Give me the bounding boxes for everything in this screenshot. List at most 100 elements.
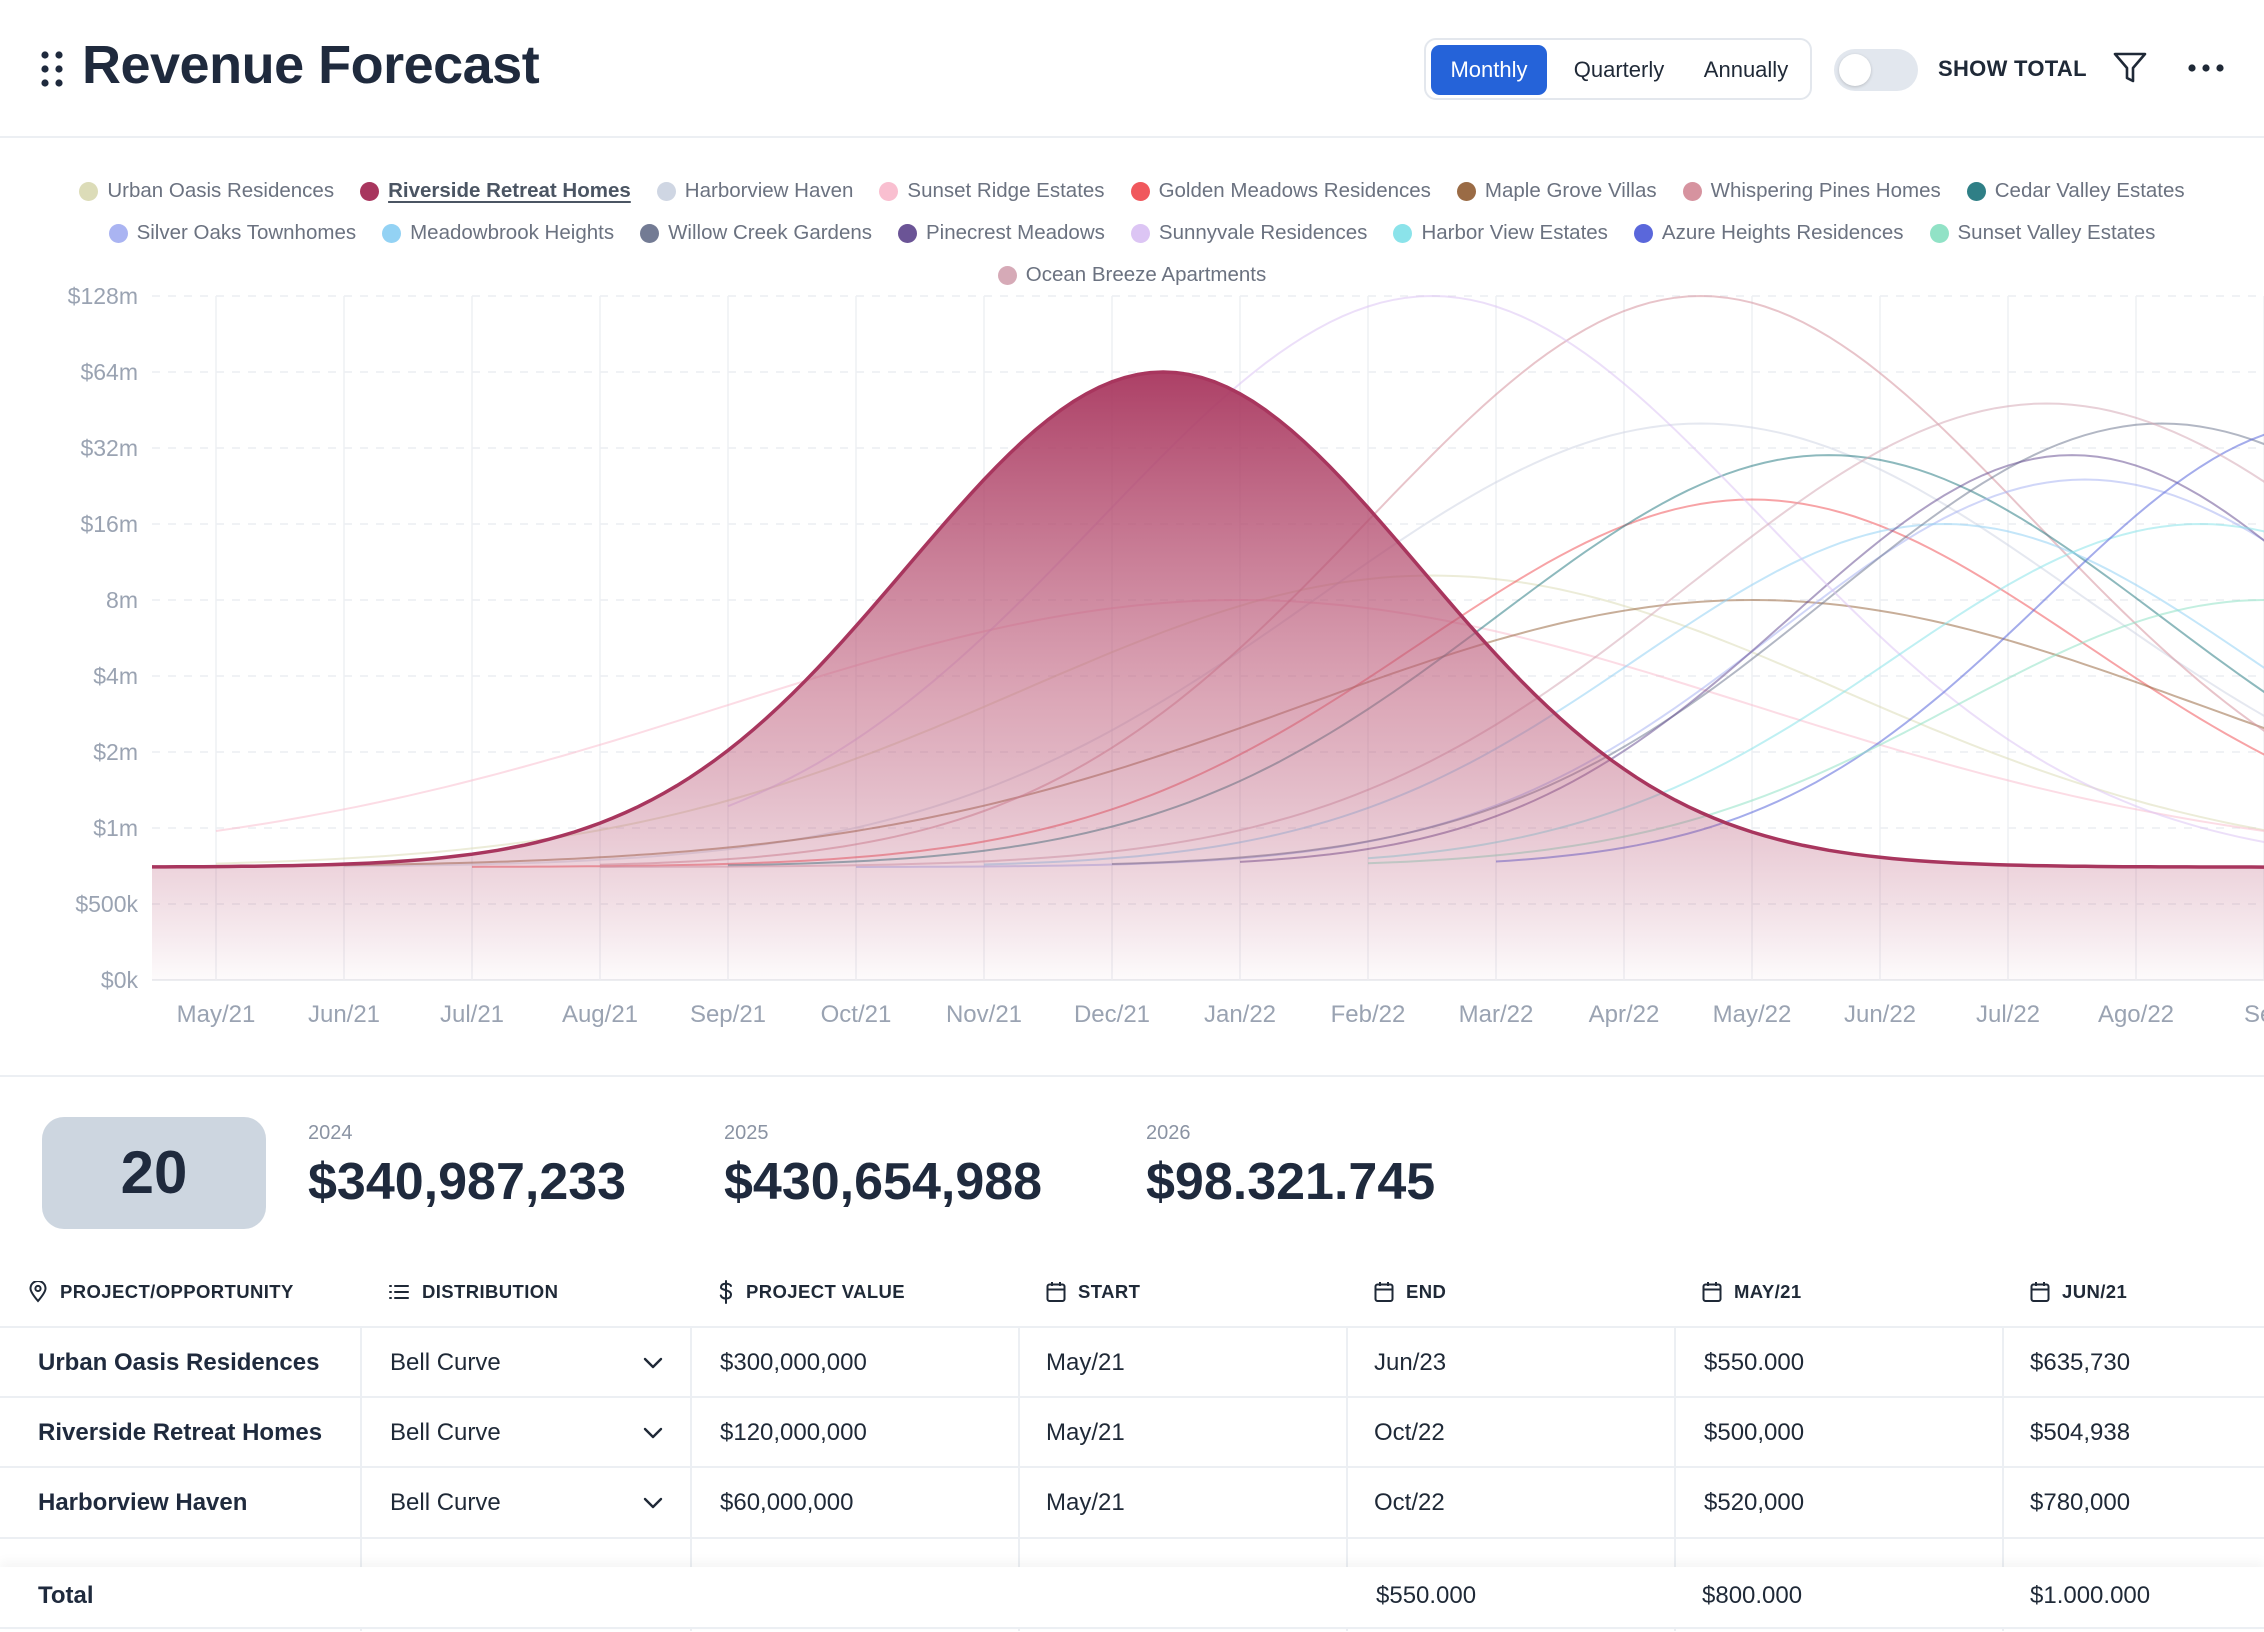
- toggle-knob: [1839, 54, 1871, 86]
- total-label: Total: [38, 1582, 94, 1609]
- table-row[interactable]: Riverside Retreat Homes Bell Curve $120,…: [0, 1396, 2264, 1468]
- legend-dot: [108, 223, 128, 243]
- distribution-select[interactable]: Bell Curve: [390, 1349, 501, 1376]
- jun21-value: $635,730: [2030, 1349, 2131, 1376]
- legend-item[interactable]: Meadowbrook Heights: [382, 221, 614, 245]
- legend-label: Meadowbrook Heights: [410, 221, 615, 244]
- legend-label: Sunnyvale Residences: [1158, 221, 1368, 244]
- table-row[interactable]: Urban Oasis Residences Bell Curve $300,0…: [0, 1326, 2264, 1398]
- legend-item[interactable]: Cedar Valley Estates: [1966, 179, 2185, 203]
- legend-dot: [656, 181, 676, 201]
- legend-item[interactable]: Urban Oasis Residences: [79, 179, 334, 203]
- column-header-project[interactable]: PROJECT/OPPORTUNITY: [28, 1276, 294, 1308]
- may21-value: $520,000: [1704, 1489, 1805, 1516]
- legend-dot: [1929, 223, 1949, 243]
- chevron-down-icon[interactable]: [642, 1422, 664, 1444]
- x-tick-label: Mar/22: [1459, 1001, 1534, 1028]
- show-total-toggle[interactable]: [1834, 49, 1918, 91]
- legend-item[interactable]: Sunset Ridge Estates: [879, 179, 1105, 203]
- legend-dot: [879, 181, 899, 201]
- legend-label: Maple Grove Villas: [1484, 179, 1657, 202]
- legend-item[interactable]: Ocean Breeze Apartments: [997, 263, 1266, 287]
- column-header-distribution[interactable]: DISTRIBUTION: [388, 1276, 558, 1308]
- legend-item[interactable]: Harborview Haven: [656, 179, 853, 203]
- column-header-end[interactable]: END: [1374, 1276, 1446, 1308]
- legend-label: Urban Oasis Residences: [107, 179, 335, 202]
- drag-handle-icon[interactable]: [38, 50, 66, 88]
- legend-label: Willow Creek Gardens: [668, 221, 872, 244]
- header: Revenue Forecast Monthly Quarterly Annua…: [0, 0, 2264, 138]
- may21-value: $550.000: [1704, 1349, 1805, 1376]
- highlighted-series-line[interactable]: [152, 370, 2264, 869]
- chevron-down-icon[interactable]: [642, 1492, 664, 1514]
- period-segmented-control: Monthly Quarterly Annually: [1424, 38, 1812, 100]
- chart-legend: Urban Oasis Residences Riverside Retreat …: [0, 170, 2264, 296]
- column-header-label: JUN/21: [2062, 1281, 2128, 1302]
- total-end: $550.000: [1376, 1582, 1477, 1609]
- column-header-may21[interactable]: MAY/21: [1702, 1276, 1802, 1308]
- y-tick-label: $64m: [80, 359, 138, 385]
- calendar-icon: [2030, 1282, 2050, 1302]
- project-name: Riverside Retreat Homes: [38, 1419, 323, 1446]
- legend-dot: [382, 223, 402, 243]
- calendar-icon: [1702, 1282, 1722, 1302]
- more-options-icon[interactable]: [2186, 54, 2226, 82]
- x-tick-label: Oct/21: [821, 1001, 892, 1028]
- legend-dot: [898, 223, 917, 243]
- legend-item[interactable]: Maple Grove Villas: [1456, 179, 1657, 203]
- legend-label: Golden Meadows Residences: [1158, 179, 1431, 202]
- y-tick-label: $32m: [80, 435, 138, 461]
- y-tick-label: $0k: [101, 967, 139, 993]
- period-annually-button[interactable]: Annually: [1703, 57, 1789, 82]
- legend-dot: [1966, 181, 1986, 201]
- legend-row: Ocean Breeze Apartments: [0, 254, 2264, 296]
- filter-icon[interactable]: [2112, 50, 2148, 86]
- total-may21: $800.000: [1702, 1582, 1803, 1609]
- x-tick-label: Jun/21: [308, 1001, 380, 1028]
- jun21-value: $1,000,000: [2030, 1547, 2150, 1569]
- y-axis: $0k $500k $1m $2m $4m 8m $16m $32m $64m $128m: [68, 283, 139, 993]
- x-tick-label: Jan/22: [1204, 1001, 1276, 1028]
- location-pin-icon: [29, 1281, 47, 1303]
- project-count-badge: 20: [42, 1117, 266, 1229]
- table-row[interactable]: Sunset Ridge Estates Bell Curve $40,000,…: [0, 1537, 2264, 1569]
- column-header-label: MAY/21: [1734, 1281, 1802, 1302]
- legend-item[interactable]: Pinecrest Meadows: [898, 221, 1105, 245]
- legend-item[interactable]: Golden Meadows Residences: [1130, 179, 1431, 203]
- column-header-jun21[interactable]: JUN/21: [2030, 1276, 2127, 1308]
- legend-item[interactable]: Silver Oaks Townhomes: [108, 221, 357, 245]
- legend-item[interactable]: Riverside Retreat Homes: [360, 179, 631, 203]
- legend-dot: [360, 181, 380, 201]
- column-divider: [1674, 1326, 1676, 1631]
- legend-item[interactable]: Whispering Pines Homes: [1682, 179, 1941, 203]
- x-tick-label: Jul/22: [1976, 1001, 2040, 1028]
- legend-item[interactable]: Azure Heights Residences: [1633, 221, 1904, 245]
- legend-item[interactable]: Willow Creek Gardens: [640, 221, 872, 245]
- period-monthly-button[interactable]: Monthly: [1431, 45, 1547, 95]
- legend-item[interactable]: Harbor View Estates: [1393, 221, 1608, 245]
- distribution-select[interactable]: Bell Curve: [390, 1489, 501, 1516]
- column-header-project-value[interactable]: PROJECT VALUE: [718, 1276, 905, 1308]
- distribution-select[interactable]: Bell Curve: [390, 1419, 501, 1446]
- x-axis: May/21 Jun/21 Jul/21 Aug/21 Sep/21 Oct/21 Nov/…: [177, 1001, 2264, 1028]
- legend-dot: [1393, 223, 1413, 243]
- column-header-label: START: [1078, 1281, 1141, 1302]
- period-quarterly-button[interactable]: Quarterly: [1573, 57, 1665, 82]
- x-tick-label: May/21: [177, 1001, 256, 1028]
- column-header-label: END: [1406, 1281, 1447, 1302]
- start-date: May/21: [1046, 1489, 1125, 1516]
- may21-value: $500,000: [1704, 1419, 1805, 1446]
- chevron-down-icon[interactable]: [642, 1352, 664, 1374]
- y-tick-label: $1m: [93, 815, 138, 841]
- legend-label: Silver Oaks Townhomes: [136, 221, 357, 244]
- column-header-start[interactable]: START: [1046, 1276, 1140, 1308]
- table-row[interactable]: Harborview Haven Bell Curve $60,000,000 …: [0, 1466, 2264, 1538]
- legend-row: Urban Oasis Residences Riverside Retreat …: [0, 170, 2264, 212]
- legend-item[interactable]: Sunset Valley Estates: [1929, 221, 2156, 245]
- legend-label: Sunset Valley Estates: [1957, 221, 2156, 244]
- start-date: May/21: [1046, 1547, 1125, 1569]
- distribution-select[interactable]: Bell Curve: [390, 1547, 501, 1569]
- legend-item[interactable]: Sunnyvale Residences: [1130, 221, 1368, 245]
- x-tick-label: Sep: [2244, 1001, 2264, 1028]
- page-title: Revenue Forecast: [82, 35, 540, 95]
